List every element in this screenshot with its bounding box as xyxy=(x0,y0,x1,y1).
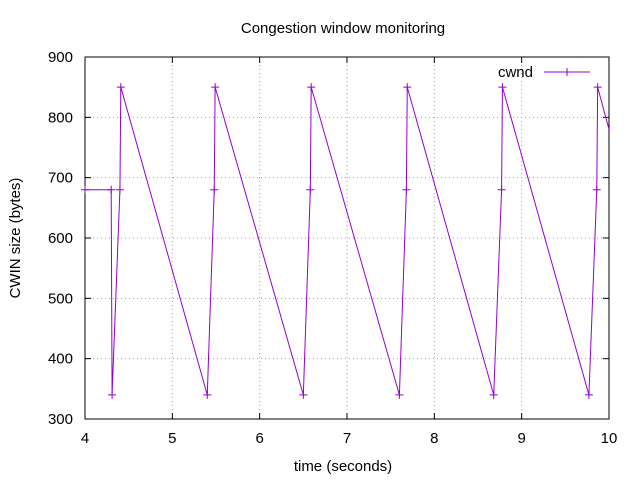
y-tick-label: 700 xyxy=(48,170,73,187)
x-tick-label: 10 xyxy=(601,430,618,447)
axis-ticks: 4 5 6 7 8 9 10 300 400 500 600 700 800 900 xyxy=(48,49,617,447)
y-tick-label: 600 xyxy=(48,230,73,247)
x-axis-label: time (seconds) xyxy=(294,458,392,475)
x-tick-label: 5 xyxy=(168,430,176,447)
data-point xyxy=(210,185,219,194)
data-point xyxy=(498,83,507,92)
data-point xyxy=(115,185,124,194)
data-point xyxy=(403,83,412,92)
data-point xyxy=(203,390,212,399)
data-point xyxy=(306,185,315,194)
y-tick-label: 900 xyxy=(48,49,73,66)
data-point xyxy=(211,83,220,92)
data-point xyxy=(497,185,506,194)
data-point xyxy=(107,185,116,194)
data-point xyxy=(395,390,404,399)
x-tick-label: 8 xyxy=(430,430,438,447)
data-point xyxy=(489,390,498,399)
data-point xyxy=(116,83,125,92)
x-tick-label: 7 xyxy=(343,430,351,447)
data-point xyxy=(402,185,411,194)
x-tick-label: 9 xyxy=(517,430,525,447)
series-layer xyxy=(81,83,610,399)
y-tick-label: 500 xyxy=(48,290,73,307)
grid xyxy=(85,57,609,419)
legend-marker-cwnd xyxy=(563,68,571,76)
y-tick-label: 400 xyxy=(48,351,73,368)
data-point xyxy=(593,83,602,92)
data-point xyxy=(81,185,89,194)
x-tick-label: 4 xyxy=(81,430,89,447)
chart-title: Congestion window monitoring xyxy=(241,20,445,37)
y-tick-label: 800 xyxy=(48,109,73,126)
data-point xyxy=(299,390,308,399)
data-point xyxy=(592,185,601,194)
data-point xyxy=(584,390,593,399)
legend-label-cwnd: cwnd xyxy=(498,64,533,81)
y-tick-label: 300 xyxy=(48,411,73,428)
y-axis-label: CWIN size (bytes) xyxy=(7,178,24,299)
legend: cwnd xyxy=(498,64,590,81)
x-tick-label: 6 xyxy=(255,430,263,447)
data-point xyxy=(307,83,316,92)
data-point xyxy=(108,390,117,399)
